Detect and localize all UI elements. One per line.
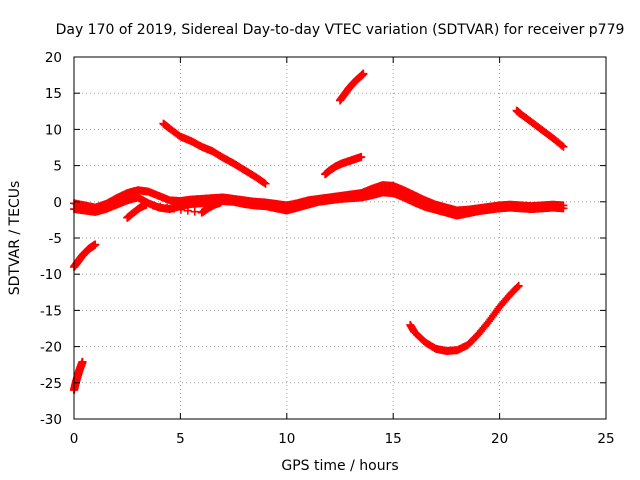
series-early-dip xyxy=(70,240,100,271)
y-tick-label: -20 xyxy=(40,340,62,356)
y-tick-label: 20 xyxy=(45,50,62,66)
x-tick-label: 25 xyxy=(597,431,614,447)
x-tick-label: 15 xyxy=(385,431,402,447)
y-tick-label: -25 xyxy=(40,376,62,392)
axis-ticks: 0 5 10 15 20 25 -30 -25 -20 -15 -10 -5 0 5 10 15 20 xyxy=(40,50,615,447)
y-tick-label: 5 xyxy=(53,159,62,175)
series-deep-curve xyxy=(406,281,523,355)
data-points xyxy=(70,69,568,395)
series-central-band-lower xyxy=(70,188,568,220)
chart-title: Day 170 of 2019, Sidereal Day-to-day VTE… xyxy=(56,22,625,38)
y-tick-label: 0 xyxy=(53,195,62,211)
data-point xyxy=(142,200,151,209)
data-point xyxy=(149,201,158,210)
data-point xyxy=(156,202,165,211)
series-early-deep xyxy=(70,357,87,395)
data-point xyxy=(190,207,199,216)
y-tick-label: -10 xyxy=(40,267,62,283)
data-point xyxy=(183,206,192,215)
data-point xyxy=(558,141,567,150)
series-segment-12-to-13-lower xyxy=(321,152,366,179)
data-point xyxy=(513,282,522,291)
data-point xyxy=(91,240,100,249)
data-point xyxy=(559,204,568,213)
x-axis-title: GPS time / hours xyxy=(281,458,398,474)
y-tick-label: 10 xyxy=(45,122,62,138)
data-point xyxy=(170,204,179,213)
data-point xyxy=(260,178,269,187)
x-tick-label: 10 xyxy=(278,431,295,447)
data-point xyxy=(216,198,225,207)
data-point xyxy=(559,142,568,151)
x-tick-label: 5 xyxy=(176,431,185,447)
data-point xyxy=(359,69,368,78)
series-segment-4-to-9 xyxy=(159,119,270,188)
y-axis-title: SDTVAR / TECUs xyxy=(7,181,23,296)
series-segment-12-to-13-upper xyxy=(336,69,368,105)
x-tick-label: 20 xyxy=(491,431,508,447)
x-tick-label: 0 xyxy=(70,431,79,447)
data-point xyxy=(514,281,523,290)
series-small-strands xyxy=(123,198,225,222)
data-point xyxy=(176,205,185,214)
y-tick-label: -15 xyxy=(40,303,62,319)
data-point xyxy=(261,179,270,188)
y-tick-label: -5 xyxy=(49,231,62,247)
y-tick-label: -30 xyxy=(40,412,62,428)
series-segment-21-to-23 xyxy=(512,106,568,151)
y-tick-label: 15 xyxy=(45,86,62,102)
data-point xyxy=(78,357,87,366)
data-point xyxy=(357,152,366,161)
grid-lines xyxy=(74,57,606,419)
data-point xyxy=(163,203,172,212)
